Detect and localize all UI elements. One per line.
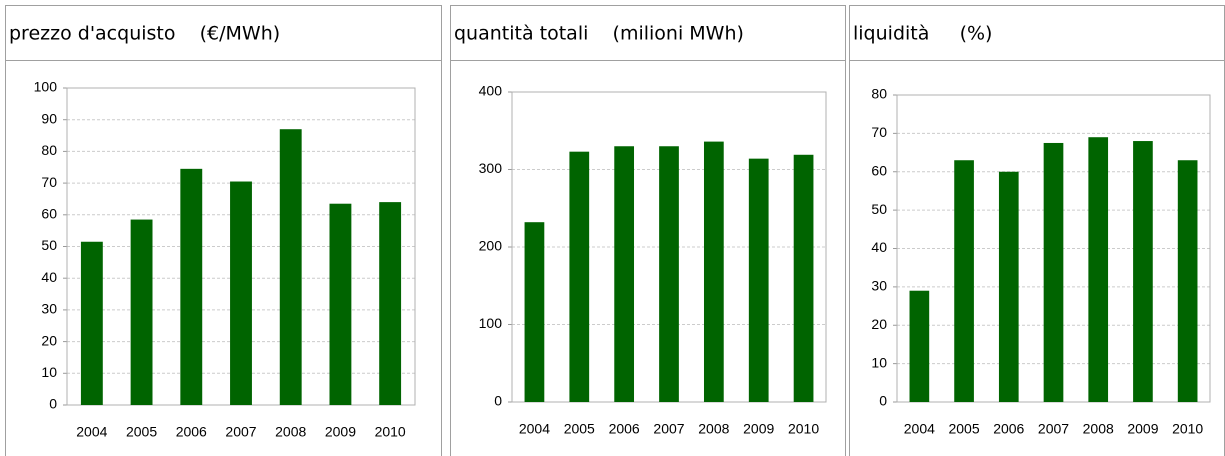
bar bbox=[230, 181, 252, 405]
x-tick-label: 2009 bbox=[1127, 421, 1158, 437]
y-tick-label: 40 bbox=[871, 239, 887, 255]
panel-title: liquidità (%) bbox=[853, 23, 992, 45]
y-tick-label: 90 bbox=[41, 110, 57, 126]
x-tick-label: 2008 bbox=[698, 421, 729, 437]
x-tick-label: 2009 bbox=[325, 424, 356, 440]
x-tick-label: 2005 bbox=[126, 424, 157, 440]
x-tick-label: 2007 bbox=[653, 421, 684, 437]
x-tick-label: 2007 bbox=[225, 424, 256, 440]
y-tick-label: 60 bbox=[41, 206, 57, 222]
bar bbox=[793, 154, 814, 402]
x-tick-label: 2009 bbox=[743, 421, 774, 437]
bar bbox=[329, 203, 352, 405]
x-tick-label: 2004 bbox=[76, 424, 107, 440]
bar bbox=[954, 160, 974, 402]
y-tick-label: 30 bbox=[871, 278, 887, 294]
y-tick-label: 200 bbox=[479, 238, 503, 254]
y-tick-label: 50 bbox=[871, 201, 887, 217]
x-tick-label: 2006 bbox=[993, 421, 1024, 437]
bar bbox=[998, 171, 1019, 402]
x-tick-label: 2008 bbox=[275, 424, 306, 440]
x-tick-label: 2010 bbox=[375, 424, 406, 440]
y-tick-label: 30 bbox=[41, 301, 57, 317]
bar bbox=[1177, 160, 1198, 402]
bar bbox=[1043, 142, 1064, 402]
x-tick-label: 2010 bbox=[1172, 421, 1203, 437]
bar bbox=[614, 146, 635, 402]
y-tick-label: 80 bbox=[41, 142, 57, 158]
y-tick-label: 10 bbox=[871, 354, 887, 370]
y-tick-label: 70 bbox=[871, 124, 887, 140]
bar bbox=[1088, 137, 1109, 402]
bar bbox=[524, 222, 545, 402]
bar bbox=[659, 146, 679, 402]
y-tick-label: 10 bbox=[41, 364, 57, 380]
panel bbox=[849, 5, 1225, 456]
x-tick-label: 2010 bbox=[788, 421, 819, 437]
y-tick-label: 50 bbox=[41, 237, 57, 253]
bar bbox=[569, 151, 590, 402]
x-tick-label: 2004 bbox=[519, 421, 550, 437]
y-tick-label: 20 bbox=[871, 316, 887, 332]
bar bbox=[379, 202, 402, 405]
y-tick-label: 70 bbox=[41, 174, 57, 190]
y-tick-label: 80 bbox=[871, 86, 887, 102]
panel-title: quantità totali (milioni MWh) bbox=[454, 23, 744, 45]
x-tick-label: 2005 bbox=[948, 421, 979, 437]
x-tick-label: 2007 bbox=[1038, 421, 1069, 437]
y-tick-label: 300 bbox=[479, 160, 503, 176]
bar bbox=[80, 241, 103, 405]
x-tick-label: 2005 bbox=[564, 421, 595, 437]
bar bbox=[130, 219, 153, 405]
y-tick-label: 20 bbox=[41, 332, 57, 348]
y-tick-label: 0 bbox=[494, 393, 502, 409]
y-tick-label: 100 bbox=[34, 79, 58, 95]
bar bbox=[703, 141, 724, 402]
y-tick-label: 0 bbox=[879, 393, 887, 409]
bar bbox=[909, 290, 930, 402]
y-tick-label: 40 bbox=[41, 269, 57, 285]
y-tick-label: 0 bbox=[49, 396, 57, 412]
panel bbox=[5, 5, 442, 456]
x-tick-label: 2008 bbox=[1083, 421, 1114, 437]
bar bbox=[1133, 141, 1153, 403]
x-tick-label: 2006 bbox=[176, 424, 207, 440]
panel bbox=[450, 5, 846, 456]
bar bbox=[180, 168, 203, 405]
x-tick-label: 2006 bbox=[609, 421, 640, 437]
x-tick-label: 2004 bbox=[904, 421, 935, 437]
panel-title: prezzo d'acquisto (€/MWh) bbox=[9, 23, 280, 45]
bar bbox=[279, 129, 302, 405]
y-tick-label: 100 bbox=[479, 315, 503, 331]
y-tick-label: 60 bbox=[871, 162, 887, 178]
bar bbox=[748, 158, 769, 402]
y-tick-label: 400 bbox=[479, 83, 503, 99]
